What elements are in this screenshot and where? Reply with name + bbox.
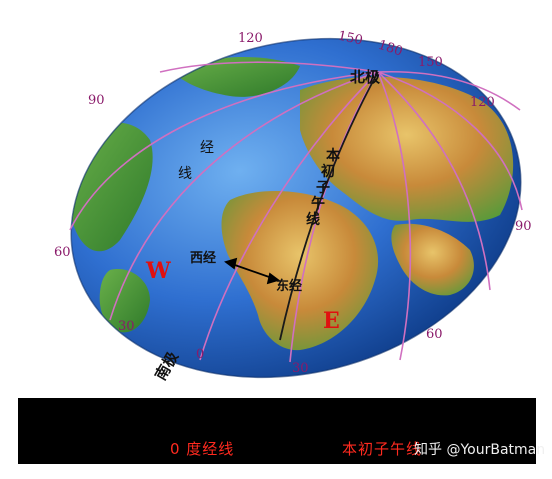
north-pole-label: 北极 [350, 68, 381, 86]
right-label-60: 60 [426, 327, 443, 342]
prime-meridian-char: 本 [326, 147, 341, 164]
svg-text:经: 经 [200, 140, 214, 156]
arabia-land [391, 223, 474, 296]
left-label-90: 90 [88, 93, 105, 108]
bottom-label-0: 0 [196, 347, 204, 362]
meridian-lines [69, 61, 523, 363]
prime-meridian-char: 初 [321, 163, 335, 180]
svg-text:线: 线 [178, 166, 192, 182]
prime-meridian-char: 线 [306, 211, 320, 228]
watermark: 知乎 @YourBatman [414, 442, 546, 458]
top-label-150-right: 150 [418, 55, 443, 70]
caption-bar [18, 398, 536, 464]
prime-meridian-char: 午 [311, 195, 325, 212]
prime-meridian-char: 子 [316, 180, 330, 196]
zero-meridian-caption: 0 度经线 [170, 440, 235, 458]
east-longitude-label: 东经 [276, 278, 302, 294]
top-label-120: 120 [238, 31, 263, 46]
continents [66, 56, 514, 351]
top-label-120-right: 120 [470, 95, 495, 110]
eurasia-land [300, 76, 514, 222]
africa-land [221, 190, 379, 351]
meridian-label: 经 线 [178, 140, 214, 182]
south-america-land [99, 269, 150, 333]
west-longitude-label: 西经 [190, 250, 216, 266]
top-label-180: 180 [376, 38, 404, 60]
left-label-30: 30 [118, 319, 135, 334]
right-label-90: 90 [515, 219, 532, 234]
east-west-arrow [224, 257, 280, 285]
prime-meridian-caption: 本初子午线 [342, 440, 423, 458]
left-label-60: 60 [54, 245, 71, 260]
globe-rim [70, 37, 522, 379]
degree-labels: 120 150 180 150 120 90 60 30 90 60 30 0 [54, 29, 532, 376]
east-symbol: E [323, 308, 340, 334]
right-label-30: 30 [292, 361, 309, 376]
west-symbol: W [145, 258, 171, 284]
prime-meridian-line [279, 71, 379, 341]
top-label-150: 150 [337, 29, 364, 49]
prime-meridian-label: 本初子午线 [306, 147, 341, 228]
